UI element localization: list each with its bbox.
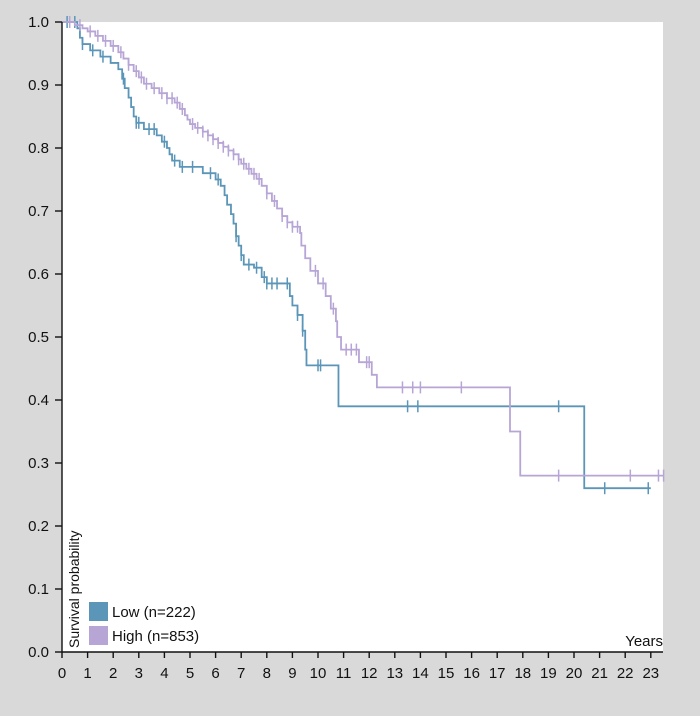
x-axis-ticks: 0 1 2 3 4 5 6 7 8 9 10 11 12 13 14 15 16 17 18 19 20 21 22 23 xyxy=(58,652,659,682)
x-tick-label: 7 xyxy=(237,665,245,682)
y-tick-label: 0.4 xyxy=(28,392,49,409)
x-tick-label: 13 xyxy=(386,665,403,682)
x-tick-label: 15 xyxy=(438,665,455,682)
x-tick-label: 20 xyxy=(566,665,583,682)
x-tick-label: 11 xyxy=(336,665,352,682)
legend-swatch-low xyxy=(89,602,108,621)
legend-label-high: High (n=853) xyxy=(112,628,199,645)
y-axis-label: Survival probability xyxy=(66,531,82,649)
x-tick-label: 14 xyxy=(412,665,429,682)
x-tick-label: 19 xyxy=(540,665,557,682)
x-tick-label: 3 xyxy=(135,665,143,682)
x-tick-label: 4 xyxy=(160,665,168,682)
y-tick-label: 1.0 xyxy=(28,14,49,31)
x-tick-label: 21 xyxy=(591,665,608,682)
x-tick-label: 16 xyxy=(463,665,480,682)
y-tick-label: 0.1 xyxy=(28,581,49,598)
survival-curves xyxy=(62,16,665,495)
legend-label-low: Low (n=222) xyxy=(112,604,196,621)
x-tick-label: 17 xyxy=(489,665,506,682)
legend: Low (n=222) High (n=853) xyxy=(89,602,199,645)
y-tick-label: 0.8 xyxy=(28,140,49,157)
x-tick-label: 8 xyxy=(263,665,271,682)
y-axis-ticks: 0.0 0.1 0.2 0.3 0.4 0.5 0.6 0.7 0.8 0.9 1.0 xyxy=(28,14,62,661)
survival-line-low xyxy=(62,21,651,490)
y-tick-label: 0.6 xyxy=(28,266,49,283)
y-tick-label: 0.7 xyxy=(28,203,49,220)
x-tick-label: 1 xyxy=(83,665,91,682)
plot-area-background xyxy=(62,22,663,652)
x-tick-label: 18 xyxy=(514,665,531,682)
y-tick-label: 0.9 xyxy=(28,77,49,94)
y-tick-label: 0.5 xyxy=(28,329,49,346)
x-tick-label: 2 xyxy=(109,665,117,682)
x-tick-label: 10 xyxy=(310,665,327,682)
x-axis-label: Years xyxy=(625,633,663,650)
legend-swatch-high xyxy=(89,626,108,645)
series-high xyxy=(62,16,665,482)
y-tick-label: 0.3 xyxy=(28,455,49,472)
x-tick-label: 0 xyxy=(58,665,66,682)
x-tick-label: 5 xyxy=(186,665,194,682)
y-tick-label: 0.0 xyxy=(28,644,49,661)
x-tick-label: 22 xyxy=(617,665,634,682)
x-tick-label: 12 xyxy=(361,665,378,682)
x-tick-label: 9 xyxy=(288,665,296,682)
x-tick-label: 23 xyxy=(642,665,659,682)
series-low xyxy=(62,16,651,495)
x-tick-label: 6 xyxy=(211,665,219,682)
y-tick-label: 0.2 xyxy=(28,518,49,535)
